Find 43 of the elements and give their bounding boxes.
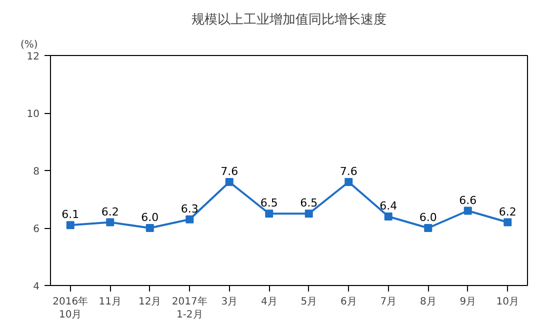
x-tick-label: 6月 bbox=[340, 296, 357, 308]
point bbox=[66, 221, 74, 230]
y-tick-label: 12 bbox=[26, 52, 40, 62]
point bbox=[106, 218, 114, 226]
x-tick-label: 7月 bbox=[380, 296, 397, 308]
data-label: 6.5 bbox=[300, 196, 318, 210]
x-tick-label: 8月 bbox=[420, 296, 436, 308]
data-label: 6.6 bbox=[459, 194, 477, 207]
point bbox=[186, 215, 194, 224]
y-axis-title: (%) bbox=[20, 40, 38, 50]
y-tick-label: 10 bbox=[26, 109, 40, 120]
data-label: 6.2 bbox=[101, 205, 119, 218]
x-tick-label: 5月 bbox=[300, 296, 318, 308]
x-tick-label: 9月 bbox=[460, 296, 476, 308]
data-label: 6.5 bbox=[260, 196, 278, 210]
y-tick-label: 6 bbox=[33, 224, 40, 235]
point bbox=[265, 210, 274, 218]
point bbox=[504, 218, 512, 226]
data-label: 6.4 bbox=[380, 200, 398, 212]
y-tick-label: 4 bbox=[33, 282, 40, 292]
point bbox=[304, 210, 313, 218]
x-tick-label: 10月 bbox=[496, 296, 519, 308]
data-label: 6.0 bbox=[141, 211, 159, 224]
point bbox=[225, 178, 234, 186]
x-tick-label: 12月 bbox=[138, 296, 162, 308]
x-tick-label: 2017年 1-2月 bbox=[172, 296, 208, 321]
point bbox=[424, 224, 432, 232]
data-label: 6.2 bbox=[498, 205, 516, 218]
x-tick-label: 4月 bbox=[260, 296, 278, 308]
point bbox=[146, 224, 154, 232]
point bbox=[344, 178, 353, 186]
x-tick-label: 3月 bbox=[221, 296, 238, 308]
x-tick-label: 11月 bbox=[98, 296, 122, 308]
y-tick-label: 8 bbox=[33, 166, 40, 178]
point bbox=[464, 206, 472, 215]
x-tick-label: 2016年 10月 bbox=[52, 296, 88, 321]
data-label: 7.6 bbox=[340, 165, 358, 178]
data-label: 7.6 bbox=[220, 165, 238, 178]
data-label: 6.1 bbox=[62, 208, 80, 222]
chart-title: 规模以上工业增加值同比增长速度 bbox=[192, 12, 386, 28]
data-label: 6.3 bbox=[180, 202, 198, 216]
point bbox=[384, 212, 392, 220]
data-label: 6.0 bbox=[419, 211, 437, 224]
